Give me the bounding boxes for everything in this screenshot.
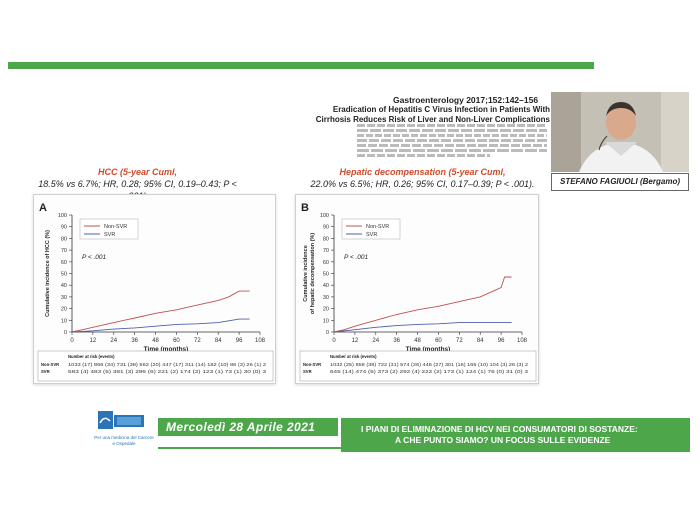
y-tick-label: 20 xyxy=(323,307,329,313)
speaker-name-label: STEFANO FAGIUOLI (Bergamo) xyxy=(551,173,689,191)
paper-title-line2: Cirrhosis Reduces Risk of Liver and Non-… xyxy=(315,115,550,124)
x-tick-label: 108 xyxy=(255,338,266,344)
chart-panel-b: B 0 10 20 30 40 50 60 70 80 90 100 0 12 24 36 48 60 72 84 96… xyxy=(295,194,539,384)
series-line-svr xyxy=(71,318,250,333)
risk-row-values: 1032 (25) 858 (38) 722 (31) 574 (26) 446… xyxy=(330,362,529,367)
y-tick-label: 0 xyxy=(64,330,67,336)
y-tick-label: 60 xyxy=(323,260,329,266)
x-tick-label: 48 xyxy=(414,338,421,344)
risk-row-label: SVR xyxy=(303,369,312,374)
chart-panel-a: A 0 10 20 30 40 50 60 70 80 90 100 0 12 24 36 48 60 72 84 96… xyxy=(33,194,276,384)
x-tick-label: 12 xyxy=(352,338,359,344)
x-tick-label: 72 xyxy=(194,338,201,344)
y-axis-label-line1: Cumulative incidence xyxy=(303,245,309,302)
logo-tagline: Per una medicina del Carcere e Ospedale xyxy=(94,435,154,446)
y-tick-label: 40 xyxy=(61,283,67,289)
x-tick-label: 96 xyxy=(498,338,505,344)
speaker-webcam xyxy=(551,92,689,172)
y-tick-label: 40 xyxy=(323,283,329,289)
x-tick-label: 84 xyxy=(477,338,484,344)
risk-table-box xyxy=(37,350,274,382)
x-tick-label: 60 xyxy=(173,338,180,344)
y-tick-label: 10 xyxy=(61,318,67,324)
legend-label-svr: SVR xyxy=(104,232,115,238)
x-tick-label: 96 xyxy=(236,338,243,344)
y-tick-label: 70 xyxy=(323,248,329,254)
paper-title-line1: Eradication of Hepatitis C Virus Infecti… xyxy=(332,105,550,114)
x-axis-label: Time (months) xyxy=(406,346,451,353)
p-value-annotation: P < .001 xyxy=(82,254,107,261)
y-tick-label: 30 xyxy=(323,295,329,301)
legend-label-svr: SVR xyxy=(366,232,377,238)
panel-b-title: Hepatic decompensation (5-year Cuml, xyxy=(339,167,506,177)
topic-line-1: I PIANI DI ELIMINAZIONE DI HCV NEI CONSU… xyxy=(361,424,638,434)
logo-graphic xyxy=(98,411,144,429)
y-tick-label: 30 xyxy=(61,295,67,301)
top-accent-bar xyxy=(8,62,594,69)
y-tick-label: 10 xyxy=(323,318,329,324)
organization-logo: Per una medicina del Carcere e Ospedale xyxy=(86,407,161,457)
x-tick-label: 48 xyxy=(152,338,159,344)
y-tick-label: 50 xyxy=(61,272,67,278)
y-tick-label: 70 xyxy=(61,248,67,254)
panel-b-subtitle: 22.0% vs 6.5%; HR, 0.26; 95% CI, 0.17–0.… xyxy=(310,179,535,189)
x-tick-label: 24 xyxy=(372,338,379,344)
x-tick-label: 60 xyxy=(435,338,442,344)
y-tick-label: 50 xyxy=(323,272,329,278)
risk-row-values: 583 (4) 483 (5) 381 (3) 296 (6) 221 (2) … xyxy=(68,369,267,374)
series-line-svr xyxy=(333,322,512,333)
paper-title: Eradication of Hepatitis C Virus Infecti… xyxy=(303,105,550,125)
panel-b-heading: Hepatic decompensation (5-year Cuml, 22.… xyxy=(300,166,545,190)
y-axis-label: Cumulative incidence of HCC (%) xyxy=(45,230,51,317)
x-axis-label: Time (months) xyxy=(144,346,189,353)
journal-citation: Gastroenterology 2017;152:142–156 xyxy=(393,95,539,105)
x-tick-label: 24 xyxy=(110,338,117,344)
legend-label-non-svr: Non-SVR xyxy=(104,224,127,230)
y-tick-label: 90 xyxy=(61,225,67,231)
legend-label-non-svr: Non-SVR xyxy=(366,224,389,230)
y-tick-label: 80 xyxy=(323,236,329,242)
y-tick-label: 90 xyxy=(323,225,329,231)
x-tick-label: 36 xyxy=(131,338,138,344)
x-tick-label: 36 xyxy=(393,338,400,344)
y-tick-label: 100 xyxy=(58,213,67,219)
x-tick-label: 84 xyxy=(215,338,222,344)
topic-line-2: A CHE PUNTO SIAMO? UN FOCUS SULLE EVIDEN… xyxy=(395,435,611,445)
x-tick-label: 0 xyxy=(332,338,336,344)
risk-row-label: Non-SVR xyxy=(303,362,321,367)
y-tick-label: 80 xyxy=(61,236,67,242)
risk-table-header: Number at risk (events) xyxy=(330,354,377,359)
risk-row-label: Non-SVR xyxy=(41,362,59,367)
y-tick-label: 100 xyxy=(320,213,329,219)
x-tick-label: 0 xyxy=(70,338,74,344)
y-tick-label: 20 xyxy=(61,307,67,313)
chart-a-svg: A 0 10 20 30 40 50 60 70 80 90 100 0 12 24 36 48 60 72 84 96… xyxy=(37,202,274,382)
event-date-banner: Mercoledì 28 Aprile 2021 xyxy=(158,418,338,436)
series-line-non-svr xyxy=(71,290,250,333)
author-list xyxy=(357,124,547,157)
risk-row-label: SVR xyxy=(41,369,50,374)
x-tick-label: 72 xyxy=(456,338,463,344)
risk-row-values: 1033 (17) 866 (34) 731 (38) 562 (20) 447… xyxy=(68,362,267,367)
p-value-annotation: P < .001 xyxy=(344,254,369,261)
x-tick-label: 12 xyxy=(90,338,97,344)
x-tick-label: 108 xyxy=(517,338,528,344)
chart-b-svg: B 0 10 20 30 40 50 60 70 80 90 100 0 12 24 36 48 60 72 84 96… xyxy=(299,202,537,382)
risk-table-box xyxy=(299,350,537,382)
footer-divider xyxy=(158,447,341,449)
risk-table-header: Number at risk (events) xyxy=(68,354,115,359)
speaker-video-image xyxy=(551,92,689,172)
y-tick-label: 60 xyxy=(61,260,67,266)
y-axis-label-line2: of hepatic decompensation (%) xyxy=(310,233,316,314)
panel-a-title: HCC (5-year Cuml, xyxy=(97,167,178,177)
panel-letter: A xyxy=(39,202,47,214)
risk-row-values: 645 (14) 474 (5) 373 (2) 292 (4) 222 (2)… xyxy=(330,369,529,374)
event-topic-banner: I PIANI DI ELIMINAZIONE DI HCV NEI CONSU… xyxy=(341,418,690,452)
y-tick-label: 0 xyxy=(326,330,329,336)
panel-letter: B xyxy=(301,202,309,214)
series-line-non-svr xyxy=(333,276,512,333)
